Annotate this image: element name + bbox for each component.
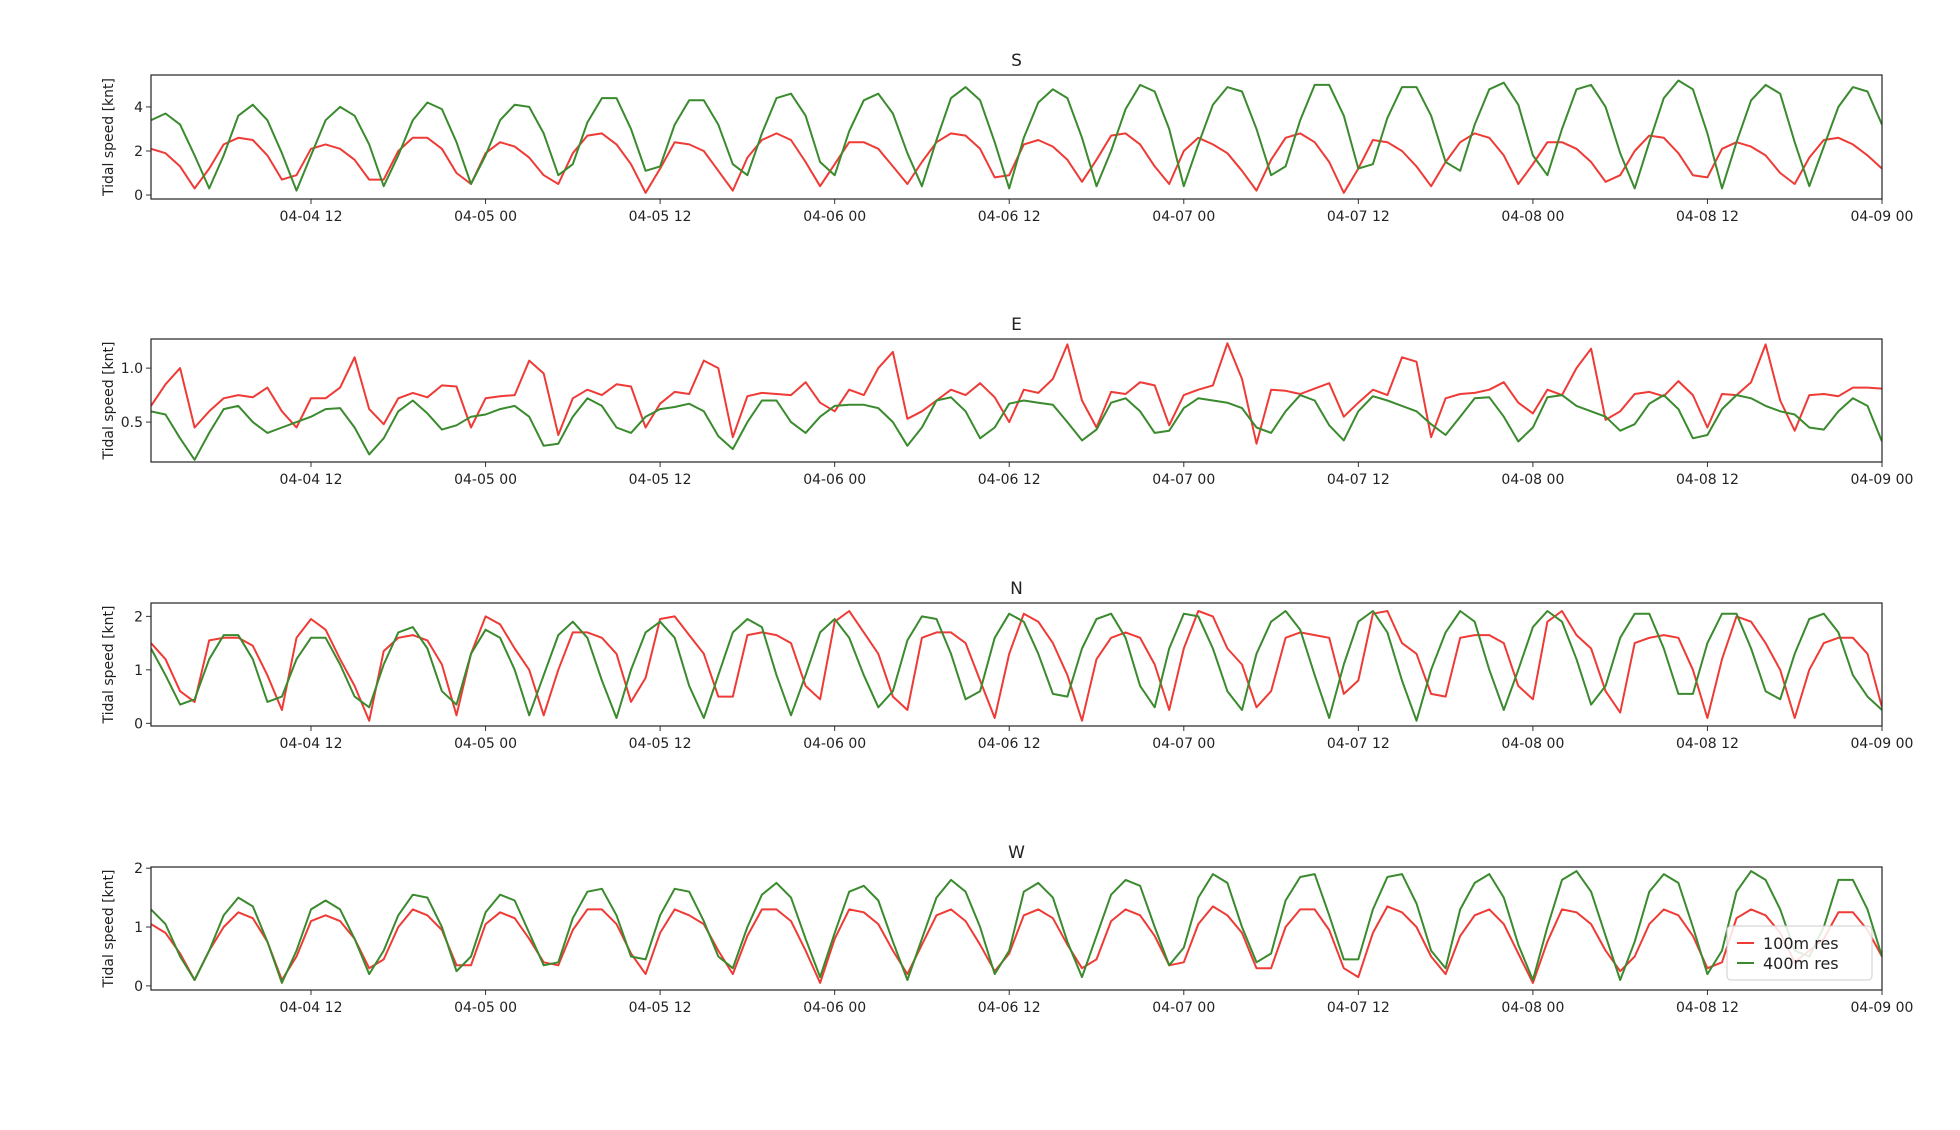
x-tick-label: 04-06 12	[978, 472, 1041, 488]
series-line-400m-res	[151, 610, 1882, 722]
x-tick-label: 04-05 12	[629, 209, 692, 225]
y-tick-label: 1.0	[121, 361, 143, 377]
x-tick-label: 04-09 00	[1851, 472, 1914, 488]
x-tick-label: 04-07 00	[1152, 736, 1215, 752]
x-tick-label: 04-05 12	[629, 1000, 692, 1016]
x-tick-label: 04-04 12	[280, 1000, 343, 1016]
subplot-title: E	[1011, 315, 1022, 335]
x-tick-label: 04-08 00	[1501, 736, 1564, 752]
series-line-100m-res	[151, 905, 1882, 984]
x-tick-label: 04-05 00	[454, 1000, 517, 1016]
y-tick-label: 0.5	[121, 415, 143, 431]
x-tick-label: 04-05 12	[629, 472, 692, 488]
plot-frame	[150, 338, 1883, 463]
legend-label: 100m res	[1763, 934, 1839, 953]
series-line-400m-res	[151, 79, 1882, 192]
y-tick-label: 2	[134, 609, 143, 625]
y-axis-label: Tidal speed [knt]	[101, 342, 117, 461]
x-tick-label: 04-07 12	[1327, 209, 1390, 225]
x-tick-label: 04-06 12	[978, 736, 1041, 752]
x-tick-label: 04-08 12	[1676, 209, 1739, 225]
y-tick-label: 2	[134, 144, 143, 160]
y-tick-label: 4	[134, 100, 143, 116]
subplot-e: E Tidal speed [knt] 0.5 1.0 04-04 12 04-05 00…	[101, 315, 1913, 488]
x-tick-label: 04-05 12	[629, 736, 692, 752]
x-tick-label: 04-08 12	[1676, 1000, 1739, 1016]
subplot-w: W Tidal speed [knt] 0 1 2 04-04 12 04-05 00 04-…	[101, 843, 1913, 1016]
x-tick-label: 04-04 12	[280, 472, 343, 488]
x-tick-label: 04-07 00	[1152, 209, 1215, 225]
y-tick-label: 0	[134, 188, 143, 204]
subplot-title: N	[1010, 579, 1023, 599]
x-tick-label: 04-06 00	[803, 736, 866, 752]
x-tick-label: 04-08 00	[1501, 472, 1564, 488]
x-tick-label: 04-07 00	[1152, 1000, 1215, 1016]
y-axis-label: Tidal speed [knt]	[101, 606, 117, 725]
y-tick-label: 0	[134, 716, 143, 732]
x-tick-label: 04-04 12	[280, 736, 343, 752]
series-line-100m-res	[151, 342, 1882, 445]
x-tick-label: 04-08 00	[1501, 209, 1564, 225]
x-tick-label: 04-09 00	[1851, 209, 1914, 225]
x-tick-label: 04-06 12	[978, 209, 1041, 225]
plot-frame	[150, 602, 1883, 727]
y-tick-label: 0	[134, 979, 143, 995]
y-tick-label: 1	[134, 920, 143, 936]
subplot-title: W	[1008, 843, 1025, 863]
x-tick-label: 04-05 00	[454, 209, 517, 225]
x-tick-label: 04-08 12	[1676, 472, 1739, 488]
series-line-400m-res	[151, 870, 1882, 984]
x-tick-label: 04-06 00	[803, 209, 866, 225]
y-axis-label: Tidal speed [knt]	[101, 78, 117, 197]
series-line-100m-res	[151, 610, 1882, 722]
subplot-title: S	[1011, 51, 1022, 71]
legend-box	[1726, 925, 1873, 981]
y-tick-label: 1	[134, 663, 143, 679]
legend-label: 400m res	[1763, 954, 1839, 973]
series-line-400m-res	[151, 394, 1882, 461]
y-axis-label: Tidal speed [knt]	[101, 870, 117, 989]
subplot-s: S Tidal speed [knt] 0 2 4 04-04 12 04-05 00 04-…	[101, 51, 1913, 225]
plot-frame	[150, 866, 1883, 991]
x-tick-label: 04-06 00	[803, 472, 866, 488]
x-tick-label: 04-06 12	[978, 1000, 1041, 1016]
x-tick-label: 04-07 12	[1327, 472, 1390, 488]
x-tick-label: 04-05 00	[454, 472, 517, 488]
x-tick-label: 04-08 12	[1676, 736, 1739, 752]
x-tick-label: 04-04 12	[280, 209, 343, 225]
x-tick-label: 04-07 00	[1152, 472, 1215, 488]
x-tick-label: 04-09 00	[1851, 736, 1914, 752]
x-tick-label: 04-06 00	[803, 1000, 866, 1016]
plot-frame	[150, 74, 1883, 200]
subplot-n: N Tidal speed [knt] 0 1 2 04-04 12 04-05 00 04-…	[101, 579, 1913, 752]
x-tick-label: 04-09 00	[1851, 1000, 1914, 1016]
x-tick-label: 04-05 00	[454, 736, 517, 752]
x-tick-label: 04-07 12	[1327, 1000, 1390, 1016]
x-tick-label: 04-08 00	[1501, 1000, 1564, 1016]
x-tick-label: 04-07 12	[1327, 736, 1390, 752]
y-tick-label: 2	[134, 861, 143, 877]
